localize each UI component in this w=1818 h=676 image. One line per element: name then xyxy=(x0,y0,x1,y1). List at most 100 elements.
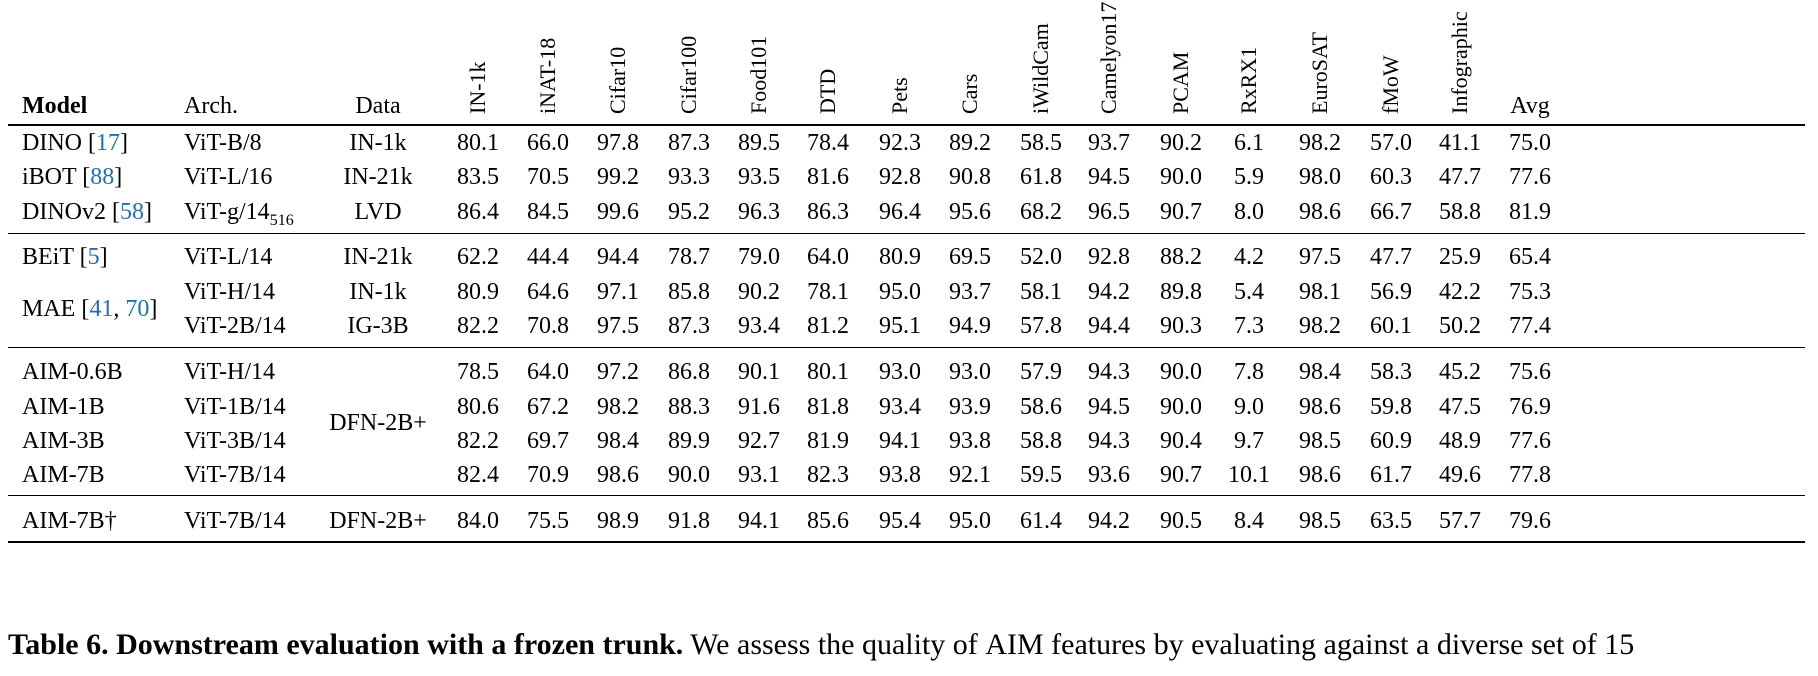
data-cell-shared: DFN-2B+ xyxy=(329,410,427,436)
value-cell: 81.2 xyxy=(807,313,849,339)
data-cell: IG-3B xyxy=(347,313,409,339)
value-cell: 59.5 xyxy=(1020,462,1062,488)
header-dataset: DTD xyxy=(815,68,840,114)
value-cell: 6.1 xyxy=(1234,130,1264,156)
citation-link[interactable]: 70 xyxy=(125,296,150,322)
header-dataset: Cifar10 xyxy=(605,46,630,114)
arch-cell: ViT-7B/14 xyxy=(184,462,286,488)
value-cell: 95.1 xyxy=(879,313,921,339)
value-cell: 9.0 xyxy=(1234,394,1264,420)
value-cell: 75.5 xyxy=(527,508,569,534)
value-cell: 85.6 xyxy=(807,508,849,534)
value-cell: 82.2 xyxy=(457,428,499,454)
value-cell: 70.9 xyxy=(527,462,569,488)
value-cell: 90.0 xyxy=(1160,394,1202,420)
arch-cell: ViT-L/16 xyxy=(184,164,273,190)
header-arch: Arch. xyxy=(184,93,238,119)
data-cell: IN-21k xyxy=(343,164,413,190)
value-cell: 57.7 xyxy=(1439,508,1481,534)
value-cell: 93.8 xyxy=(949,428,991,454)
value-cell: 58.8 xyxy=(1439,199,1481,225)
value-cell: 78.1 xyxy=(807,279,849,305)
value-cell: 7.8 xyxy=(1234,359,1264,385)
citation-link[interactable]: 41 xyxy=(89,296,114,322)
value-cell: 68.2 xyxy=(1020,199,1062,225)
value-cell: 69.7 xyxy=(527,428,569,454)
value-cell: 86.8 xyxy=(668,359,710,385)
value-cell: 83.5 xyxy=(457,164,499,190)
model-ibot: iBOT [88] xyxy=(22,164,123,190)
value-cell: 98.2 xyxy=(1299,313,1341,339)
value-cell: 67.2 xyxy=(527,394,569,420)
value-cell: 90.0 xyxy=(1160,359,1202,385)
value-cell: 47.5 xyxy=(1439,394,1481,420)
avg-cell: 75.0 xyxy=(1509,130,1551,156)
value-cell: 98.2 xyxy=(597,394,639,420)
avg-cell: 77.4 xyxy=(1509,313,1551,339)
value-cell: 95.2 xyxy=(668,199,710,225)
value-cell: 66.0 xyxy=(527,130,569,156)
arch-cell: ViT-1B/14 xyxy=(184,394,286,420)
value-cell: 4.2 xyxy=(1234,244,1264,270)
model-mae: MAE [41, 70] xyxy=(22,296,158,322)
value-cell: 41.1 xyxy=(1439,130,1481,156)
model-aim: AIM-3B xyxy=(22,428,105,454)
value-cell: 98.6 xyxy=(1299,462,1341,488)
value-cell: 90.5 xyxy=(1160,508,1202,534)
data-cell: IN-21k xyxy=(343,244,413,270)
rule-group-2 xyxy=(8,347,1805,348)
value-cell: 93.1 xyxy=(738,462,780,488)
value-cell: 60.1 xyxy=(1370,313,1412,339)
value-cell: 94.9 xyxy=(949,313,991,339)
value-cell: 98.4 xyxy=(1299,359,1341,385)
value-cell: 89.9 xyxy=(668,428,710,454)
value-cell: 93.0 xyxy=(879,359,921,385)
value-cell: 93.4 xyxy=(738,313,780,339)
citation-link[interactable]: 58 xyxy=(120,199,144,225)
value-cell: 64.6 xyxy=(527,279,569,305)
value-cell: 61.8 xyxy=(1020,164,1062,190)
value-cell: 64.0 xyxy=(527,359,569,385)
value-cell: 80.6 xyxy=(457,394,499,420)
rule-bottom xyxy=(8,541,1805,543)
avg-cell: 65.4 xyxy=(1509,244,1551,270)
value-cell: 94.4 xyxy=(1088,313,1130,339)
value-cell: 98.6 xyxy=(1299,199,1341,225)
arch-cell: ViT-L/14 xyxy=(184,244,273,270)
value-cell: 93.4 xyxy=(879,394,921,420)
value-cell: 94.4 xyxy=(597,244,639,270)
value-cell: 95.6 xyxy=(949,199,991,225)
model-aim-dagger: AIM-7B† xyxy=(22,508,117,534)
value-cell: 80.1 xyxy=(807,359,849,385)
value-cell: 10.1 xyxy=(1228,462,1270,488)
value-cell: 93.9 xyxy=(949,394,991,420)
value-cell: 97.1 xyxy=(597,279,639,305)
value-cell: 90.7 xyxy=(1160,199,1202,225)
value-cell: 62.2 xyxy=(457,244,499,270)
rule-group-1 xyxy=(8,233,1805,234)
value-cell: 78.7 xyxy=(668,244,710,270)
avg-cell: 75.3 xyxy=(1509,279,1551,305)
citation-link[interactable]: 5 xyxy=(87,244,100,270)
value-cell: 47.7 xyxy=(1370,244,1412,270)
value-cell: 64.0 xyxy=(807,244,849,270)
citation-link[interactable]: 17 xyxy=(96,130,120,156)
header-dataset: RxRX1 xyxy=(1236,46,1261,114)
value-cell: 47.7 xyxy=(1439,164,1481,190)
value-cell: 98.5 xyxy=(1299,508,1341,534)
value-cell: 57.9 xyxy=(1020,359,1062,385)
results-table: Model Arch. Data Avg IN-1k iNAT-18 Cifar10… xyxy=(8,0,1805,610)
data-cell: DFN-2B+ xyxy=(329,508,427,534)
value-cell: 57.0 xyxy=(1370,130,1412,156)
value-cell: 89.5 xyxy=(738,130,780,156)
header-dataset: iNAT-18 xyxy=(535,37,560,114)
value-cell: 8.0 xyxy=(1234,199,1264,225)
header-avg: Avg xyxy=(1510,93,1550,119)
value-cell: 5.4 xyxy=(1234,279,1264,305)
citation-link[interactable]: 88 xyxy=(90,164,115,190)
value-cell: 81.6 xyxy=(807,164,849,190)
value-cell: 93.8 xyxy=(879,462,921,488)
header-dataset: PCAM xyxy=(1168,51,1193,114)
value-cell: 87.3 xyxy=(668,130,710,156)
value-cell: 81.9 xyxy=(807,428,849,454)
